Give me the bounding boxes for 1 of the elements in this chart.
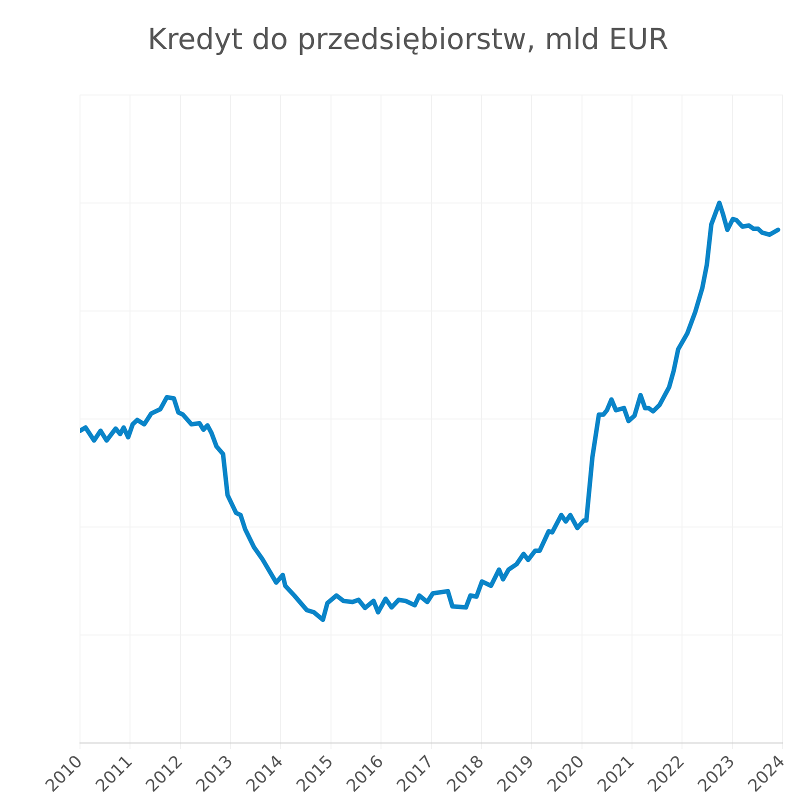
chart-title: Kredyt do przedsiębiorstw, mld EUR bbox=[148, 22, 668, 56]
